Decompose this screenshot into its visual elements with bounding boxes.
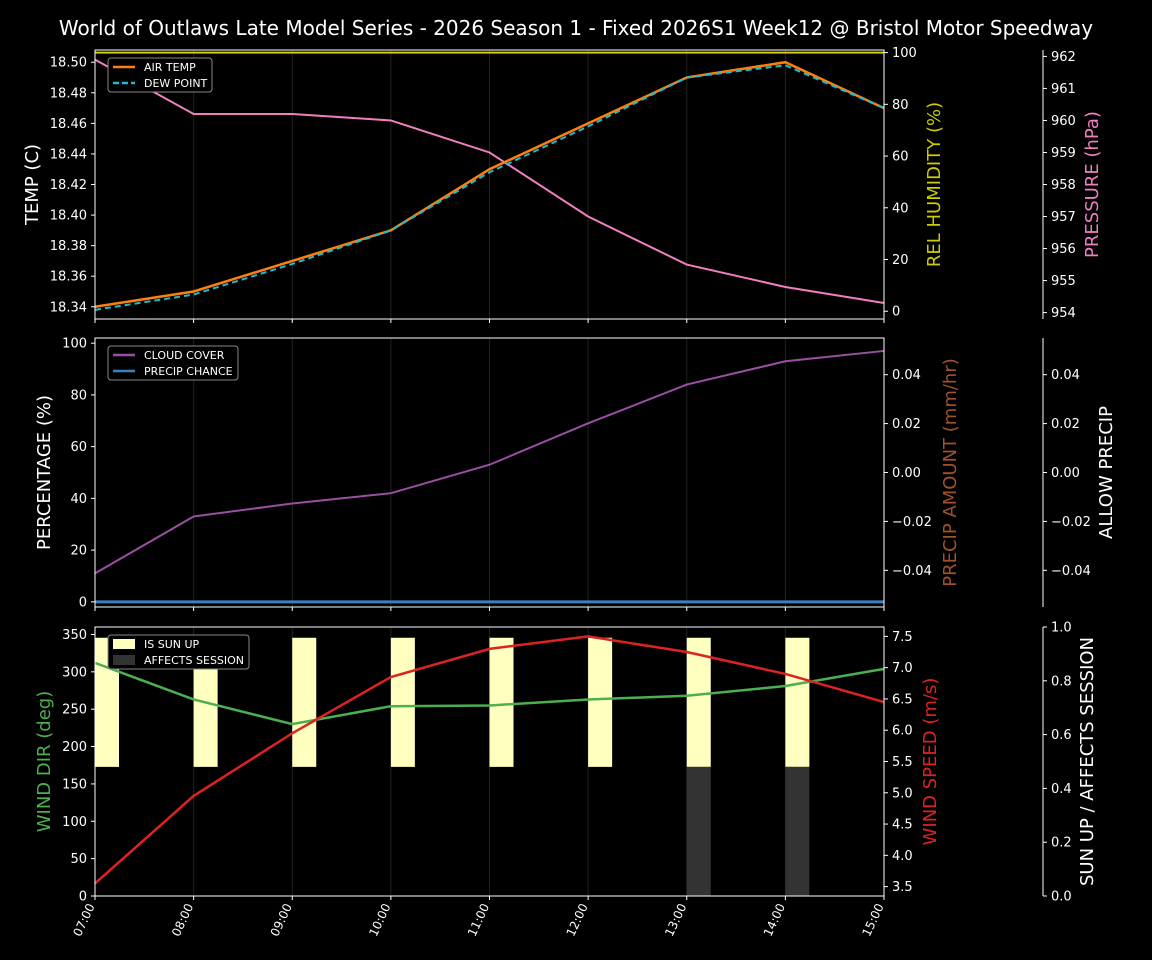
- legend-label: AFFECTS SESSION: [144, 654, 244, 667]
- right-tick-label: 20: [892, 253, 909, 268]
- air-temp-line: [94, 60, 885, 309]
- left-tick-label: 100: [62, 337, 87, 352]
- wind-dir-line: [94, 661, 885, 726]
- left-tick-label: 350: [62, 628, 87, 643]
- left-tick-label: 18.42: [50, 178, 87, 193]
- right2-tick-label: 0.2: [1051, 836, 1072, 851]
- cloud-cover-line: [94, 349, 885, 575]
- right-tick-label: 0.04: [892, 368, 921, 383]
- left-tick-label: 250: [62, 703, 87, 718]
- legend-swatch: [113, 655, 135, 665]
- pressure-line: [94, 58, 885, 304]
- right2-tick-label: 0.02: [1051, 417, 1080, 432]
- right-tick-label: 7.5: [892, 630, 913, 645]
- left-tick-label: 300: [62, 665, 87, 680]
- right-tick-label: 0.00: [892, 466, 921, 481]
- right-tick-label: 5.5: [892, 755, 913, 770]
- right-tick-label: −0.02: [892, 515, 932, 530]
- legend-label: CLOUD COVER: [144, 349, 225, 362]
- y-axis-label-right2: PRESSURE (hPa): [1082, 111, 1103, 258]
- right-tick-label: 4.0: [892, 849, 913, 864]
- left-tick-label: 60: [70, 440, 87, 455]
- right-tick-label: 0.02: [892, 417, 921, 432]
- right2-tick-label: −0.04: [1051, 564, 1091, 579]
- left-tick-label: 50: [70, 852, 87, 867]
- right2-tick-label: −0.02: [1051, 515, 1091, 530]
- sun-up-bar: [390, 637, 415, 767]
- right-tick-label: 4.5: [892, 818, 913, 833]
- right-tick-label: 6.5: [892, 692, 913, 707]
- right2-tick-label: 958: [1051, 178, 1076, 193]
- legend-label: AIR TEMP: [144, 61, 196, 74]
- left-tick-label: 150: [62, 777, 87, 792]
- left-tick-label: 100: [62, 815, 87, 830]
- right2-tick-label: 0.4: [1051, 782, 1072, 797]
- right-tick-label: 7.0: [892, 661, 913, 676]
- left-tick-label: 0: [79, 890, 87, 905]
- affects-session-bar: [686, 766, 711, 896]
- right2-tick-label: 960: [1051, 114, 1076, 129]
- affects-session-bar: [785, 766, 810, 896]
- right2-tick-label: 956: [1051, 242, 1076, 257]
- legend-box: [107, 634, 250, 670]
- legend-label: DEW POINT: [144, 77, 208, 90]
- right-tick-label: 40: [892, 201, 909, 216]
- left-tick-label: 18.38: [50, 239, 87, 254]
- sun-up-bar: [588, 637, 613, 767]
- right-tick-label: 80: [892, 98, 909, 113]
- left-tick-label: 18.46: [50, 117, 87, 132]
- right-tick-label: 6.0: [892, 724, 913, 739]
- left-tick-label: 80: [70, 388, 87, 403]
- y-axis-label-right2: ALLOW PRECIP: [1096, 406, 1117, 539]
- legend-box: [107, 345, 239, 381]
- left-tick-label: 0: [79, 595, 87, 610]
- right-tick-label: 3.5: [892, 880, 913, 895]
- legend-label: IS SUN UP: [144, 638, 200, 651]
- right2-tick-label: 959: [1051, 146, 1076, 161]
- sun-up-bar: [686, 637, 711, 767]
- right2-tick-label: 0.0: [1051, 890, 1072, 905]
- right-tick-label: 0: [892, 305, 900, 320]
- chart-title: World of Outlaws Late Model Series - 202…: [59, 16, 1093, 40]
- right-tick-label: 5.0: [892, 786, 913, 801]
- dew-point-line: [94, 64, 885, 311]
- right2-tick-label: 961: [1051, 82, 1076, 97]
- right2-tick-label: 962: [1051, 50, 1076, 65]
- left-tick-label: 18.44: [50, 147, 87, 162]
- left-tick-label: 20: [70, 544, 87, 559]
- y-axis-label-right: REL HUMIDITY (%): [924, 102, 945, 267]
- y-axis-label-left: PERCENTAGE (%): [34, 395, 55, 550]
- right2-tick-label: 0.04: [1051, 368, 1080, 383]
- left-tick-label: 18.40: [50, 209, 87, 224]
- legend-swatch: [113, 639, 135, 649]
- left-tick-label: 18.36: [50, 270, 87, 285]
- right2-tick-label: 954: [1051, 306, 1076, 321]
- legend-label: PRECIP CHANCE: [144, 365, 233, 378]
- y-axis-label-right: WIND SPEED (m/s): [920, 678, 941, 846]
- right-tick-label: 100: [892, 46, 917, 61]
- y-axis-label-right: PRECIP AMOUNT (mm/hr): [940, 358, 961, 587]
- right2-tick-label: 0.8: [1051, 674, 1072, 689]
- y-axis-label-left: WIND DIR (deg): [34, 691, 55, 833]
- right2-tick-label: 0.6: [1051, 728, 1072, 743]
- right2-tick-label: 1.0: [1051, 621, 1072, 636]
- right2-tick-label: 957: [1051, 210, 1076, 225]
- left-tick-label: 18.50: [50, 56, 87, 71]
- left-tick-label: 18.48: [50, 86, 87, 101]
- sun-up-bar: [292, 637, 317, 767]
- sun-up-bar: [785, 637, 810, 767]
- left-tick-label: 200: [62, 740, 87, 755]
- right2-tick-label: 955: [1051, 274, 1076, 289]
- wind-speed-line: [94, 635, 885, 885]
- y-axis-label-right2: SUN UP / AFFECTS SESSION: [1077, 637, 1098, 886]
- left-tick-label: 18.34: [50, 300, 87, 315]
- left-tick-label: 40: [70, 492, 87, 507]
- right-tick-label: −0.04: [892, 564, 932, 579]
- sun-up-bar: [489, 637, 514, 767]
- right2-tick-label: 0.00: [1051, 466, 1080, 481]
- right-tick-label: 60: [892, 150, 909, 165]
- y-axis-label-left: TEMP (C): [22, 144, 43, 226]
